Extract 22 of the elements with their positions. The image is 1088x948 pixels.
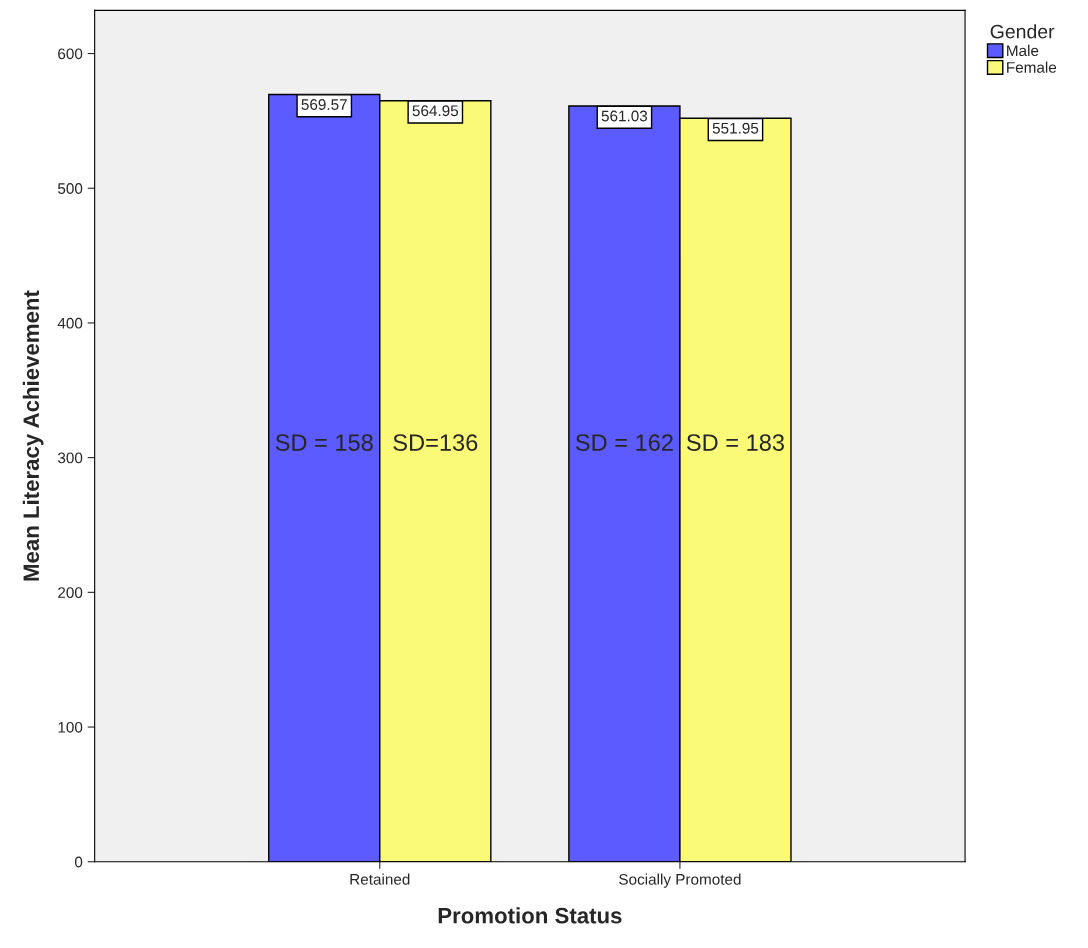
y-tick-label: 100 (58, 721, 83, 733)
x-tick-label: Socially Promoted (619, 873, 741, 888)
x-axis-title: Promotion Status (438, 907, 622, 924)
y-axis-title: Mean Literacy Achievement (22, 290, 44, 581)
x-tick-label: Retained (350, 873, 410, 885)
y-tick-label: 500 (57, 183, 83, 194)
y-tick-label: 0 (74, 856, 83, 868)
annotation: SD = 183 (686, 434, 784, 451)
y-tick-label: 600 (58, 48, 83, 60)
legend-label: Female (1007, 61, 1057, 73)
data-label: 561.03 (601, 110, 648, 122)
data-label: 564.95 (412, 105, 459, 117)
y-tick-label: 200 (58, 587, 83, 599)
annotation: SD = 158 (275, 434, 373, 451)
annotation: SD=136 (393, 434, 478, 451)
y-tick-label: 400 (57, 317, 83, 329)
annotation: SD = 162 (575, 434, 673, 451)
y-tick-label: 300 (57, 452, 83, 464)
legend-label: Male (1007, 44, 1039, 57)
data-label: 551.95 (712, 122, 759, 134)
legend-title: Gender (990, 24, 1055, 39)
data-label: 569.57 (301, 99, 347, 110)
